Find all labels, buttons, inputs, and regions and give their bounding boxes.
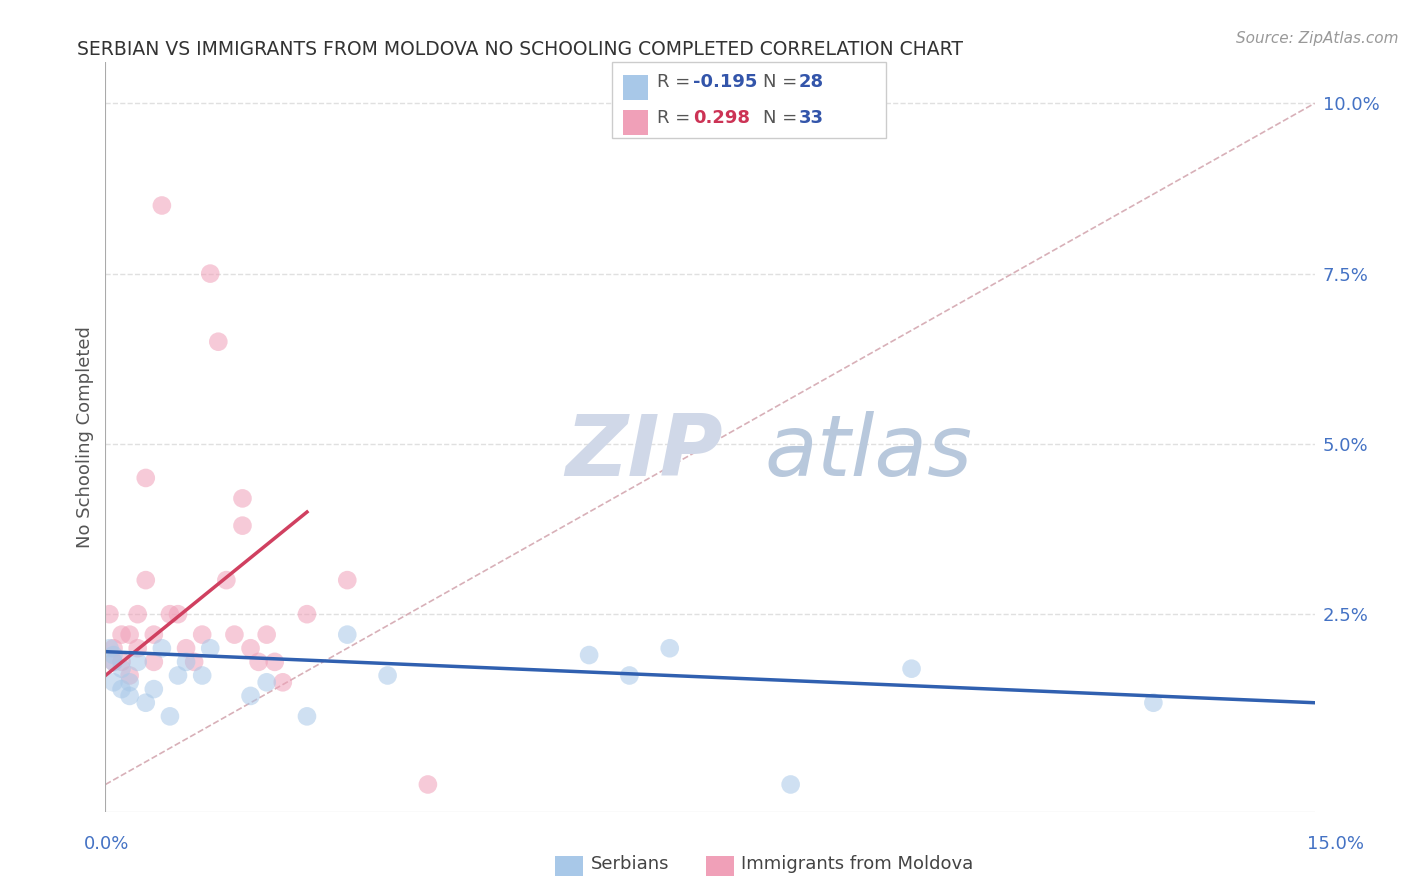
Text: SERBIAN VS IMMIGRANTS FROM MOLDOVA NO SCHOOLING COMPLETED CORRELATION CHART: SERBIAN VS IMMIGRANTS FROM MOLDOVA NO SC… — [77, 40, 963, 59]
Point — [118, 627, 141, 641]
Point — [167, 668, 190, 682]
Text: -0.195: -0.195 — [693, 73, 758, 91]
Point — [174, 655, 197, 669]
Point — [239, 689, 262, 703]
Point — [98, 641, 121, 656]
Point — [416, 777, 439, 791]
Point — [271, 675, 294, 690]
Text: N =: N = — [763, 109, 803, 127]
Point — [1142, 696, 1164, 710]
Point — [110, 655, 132, 669]
Point — [174, 641, 197, 656]
Text: 33: 33 — [799, 109, 824, 127]
Point — [231, 518, 253, 533]
Point — [900, 662, 922, 676]
Point — [295, 709, 318, 723]
Point — [103, 648, 125, 662]
Text: ZIP: ZIP — [565, 410, 723, 493]
Point — [150, 641, 173, 656]
Text: 0.0%: 0.0% — [84, 835, 129, 853]
Text: Serbians: Serbians — [591, 855, 669, 872]
Point — [142, 627, 165, 641]
Point — [167, 607, 190, 622]
Point — [142, 655, 165, 669]
Point — [110, 682, 132, 697]
Point — [142, 682, 165, 697]
Text: Immigrants from Moldova: Immigrants from Moldova — [741, 855, 973, 872]
Point — [127, 607, 149, 622]
Point — [98, 607, 121, 622]
Text: R =: R = — [657, 109, 696, 127]
Point — [215, 573, 238, 587]
Text: R =: R = — [657, 73, 696, 91]
Point — [247, 655, 270, 669]
Point — [336, 627, 359, 641]
Point — [200, 267, 222, 281]
Text: 0.298: 0.298 — [693, 109, 751, 127]
Point — [127, 641, 149, 656]
Text: 28: 28 — [799, 73, 824, 91]
Point — [110, 627, 132, 641]
Point — [150, 198, 173, 212]
Point — [256, 675, 278, 690]
Point — [103, 675, 125, 690]
Point — [118, 675, 141, 690]
Text: 15.0%: 15.0% — [1306, 835, 1364, 853]
Point — [658, 641, 681, 656]
Point — [779, 777, 801, 791]
Point — [103, 641, 125, 656]
Point — [207, 334, 229, 349]
Point — [135, 573, 157, 587]
Point — [159, 709, 181, 723]
Text: Source: ZipAtlas.com: Source: ZipAtlas.com — [1236, 31, 1399, 46]
Point — [263, 655, 285, 669]
Point — [295, 607, 318, 622]
Point — [619, 668, 641, 682]
Point — [103, 655, 125, 669]
Point — [183, 655, 205, 669]
Point — [191, 627, 214, 641]
Text: N =: N = — [763, 73, 803, 91]
Point — [127, 655, 149, 669]
Point — [118, 689, 141, 703]
Point — [118, 668, 141, 682]
Point — [110, 662, 132, 676]
Point — [200, 641, 222, 656]
Point — [135, 696, 157, 710]
Point — [336, 573, 359, 587]
Point — [377, 668, 399, 682]
Point — [159, 607, 181, 622]
Point — [135, 471, 157, 485]
Point — [239, 641, 262, 656]
Point — [256, 627, 278, 641]
Point — [578, 648, 600, 662]
Point — [224, 627, 246, 641]
Point — [103, 655, 125, 669]
Y-axis label: No Schooling Completed: No Schooling Completed — [76, 326, 94, 548]
Point — [191, 668, 214, 682]
Text: atlas: atlas — [765, 410, 973, 493]
Point — [231, 491, 253, 506]
